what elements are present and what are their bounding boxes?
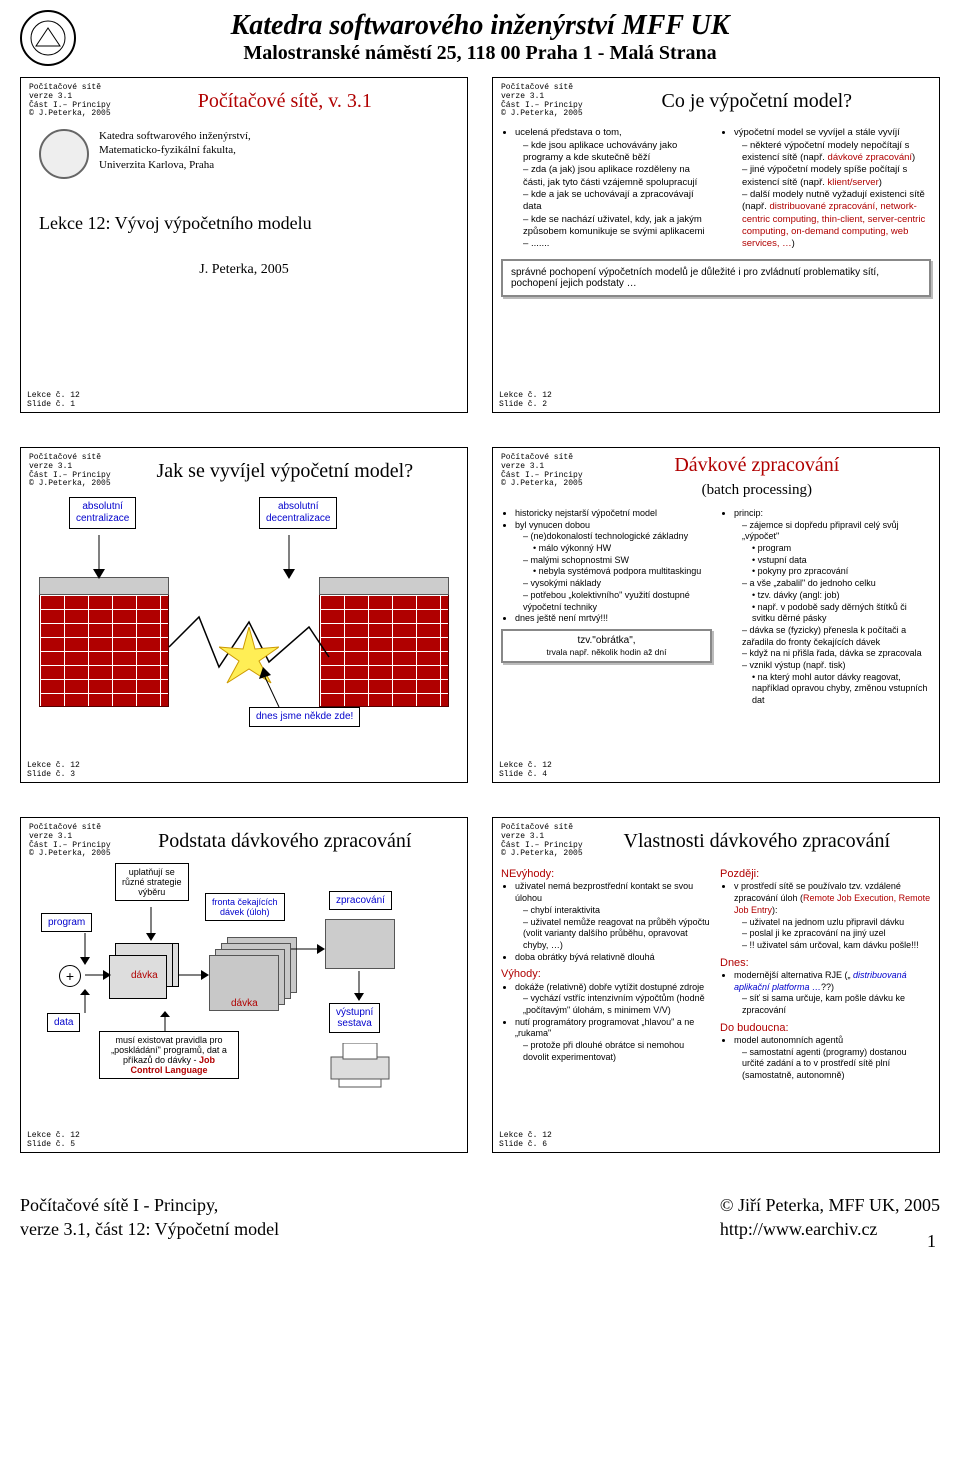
slide-5-footer: Lekce č. 12 Slide č. 5 xyxy=(27,1132,80,1150)
header-subtitle: Malostranské náměstí 25, 118 00 Praha 1 … xyxy=(20,42,940,65)
arrow-icon xyxy=(145,907,157,941)
queue-box: fronta čekajících dávek (úloh) xyxy=(205,893,285,921)
slide-2-callout: správné pochopení výpočetních modelů je … xyxy=(501,259,931,297)
output-box: výstupní sestava xyxy=(329,1003,380,1033)
slide-1-footer: Lekce č. 12 Slide č. 1 xyxy=(27,392,80,410)
footer-right-2: http://www.earchiv.cz xyxy=(720,1217,940,1241)
slide-5-title: Podstata dávkového zpracování xyxy=(111,824,459,853)
arrow-icon xyxy=(353,971,365,1001)
slide-5: Počítačové sítě verze 3.1 Část I.– Princ… xyxy=(20,817,468,1153)
footer-right-1: © Jiří Peterka, MFF UK, 2005 xyxy=(720,1193,940,1217)
arrow-down-icon xyxy=(89,535,109,579)
slide-6: Počítačové sítě verze 3.1 Část I.– Princ… xyxy=(492,817,940,1153)
slide-6-left: NEvýhody: uživatel nemá bezprostřední ko… xyxy=(501,867,712,1082)
jcl-box: musí existovat pravidla pro „poskládání"… xyxy=(99,1031,239,1079)
program-box: program xyxy=(41,913,92,932)
arrow-icon xyxy=(159,1011,171,1031)
university-seal-icon xyxy=(20,10,76,66)
slide-meta: Počítačové sítě verze 3.1 Část I.– Princ… xyxy=(29,454,111,489)
page-footer: Počítačové sítě I - Principy, verze 3.1,… xyxy=(20,1193,940,1242)
arrow-icon xyxy=(79,989,91,1013)
data-box: data xyxy=(47,1013,80,1032)
label-now: dnes jsme někde zde! xyxy=(249,707,360,727)
printer-icon xyxy=(325,1043,395,1089)
slide-meta: Počítačové sítě verze 3.1 Část I.– Princ… xyxy=(501,824,583,859)
arrow-down-icon xyxy=(279,535,299,579)
slide-4-footer: Lekce č. 12 Slide č. 4 xyxy=(499,762,552,780)
slide-2-left: ucelená představa o tom, kde jsou aplika… xyxy=(501,127,712,250)
institution: Katedra softwarového inženýrství, Matema… xyxy=(99,129,251,172)
slide-6-right: Později: v prostředí sítě se používalo t… xyxy=(720,867,931,1082)
author: J. Peterka, 2005 xyxy=(39,262,449,278)
page-header: Katedra softwarového inženýrství MFF UK … xyxy=(20,10,940,65)
slide-meta: Počítačové sítě verze 3.1 Část I.– Princ… xyxy=(29,824,111,859)
label-decentralization: absolutní decentralizace xyxy=(259,497,337,529)
computer-icon xyxy=(325,919,395,969)
slide-meta: Počítačové sítě verze 3.1 Část I.– Princ… xyxy=(29,84,111,119)
slide-3-footer: Lekce č. 12 Slide č. 3 xyxy=(27,762,80,780)
page: Katedra softwarového inženýrství MFF UK … xyxy=(0,0,960,1262)
strategy-box: uplatňují se různé strategie výběru xyxy=(115,863,189,901)
slide-meta: Počítačové sítě verze 3.1 Část I.– Princ… xyxy=(501,84,583,119)
slide-4-left: historicky nejstarší výpočetní model byl… xyxy=(501,508,712,707)
slide-1-title: Počítačové sítě, v. 3.1 xyxy=(111,84,459,113)
slide-4: Počítačové sítě verze 3.1 Část I.– Princ… xyxy=(492,447,940,783)
slide-2: Počítačové sítě verze 3.1 Část I.– Princ… xyxy=(492,77,940,413)
slide-2-footer: Lekce č. 12 Slide č. 2 xyxy=(499,392,552,410)
turnaround-box: tzv."obrátka", trvala např. několik hodi… xyxy=(501,629,712,663)
processing-box: zpracování xyxy=(329,891,392,910)
batch-label-2: dávka xyxy=(225,995,264,1012)
batch-label-1: dávka xyxy=(125,967,164,984)
footer-left-2: verze 3.1, část 12: Výpočetní model xyxy=(20,1217,279,1241)
slide-2-right: výpočetní model se vyvíjel a stále vyvíj… xyxy=(720,127,931,250)
brick-wall-left-icon xyxy=(39,577,169,707)
slide-meta: Počítačové sítě verze 3.1 Část I.– Princ… xyxy=(501,454,583,489)
arrow-icon xyxy=(85,969,111,981)
label-centralization: absolutní centralizace xyxy=(69,497,136,529)
slide-4-right: princip: zájemce si dopředu připravil ce… xyxy=(720,508,931,707)
arrow-icon xyxy=(179,969,209,981)
slide-6-title: Vlastnosti dávkového zpracování xyxy=(583,824,931,853)
slide-3-diagram: absolutní centralizace absolutní decentr… xyxy=(29,497,459,757)
slide-1-body: Katedra softwarového inženýrství, Matema… xyxy=(29,119,459,278)
slide-3-title: Jak se vyvíjel výpočetní model? xyxy=(111,454,459,483)
page-number: 1 xyxy=(927,1231,936,1252)
header-title: Katedra softwarového inženýrství MFF UK xyxy=(20,10,940,42)
arrow-icon xyxy=(291,943,325,955)
slides-grid: Počítačové sítě verze 3.1 Část I.– Princ… xyxy=(20,77,940,1153)
arrow-icon xyxy=(79,933,91,965)
plus-icon: + xyxy=(59,965,81,987)
footer-left-1: Počítačové sítě I - Principy, xyxy=(20,1193,279,1217)
faculty-seal-icon xyxy=(39,129,89,179)
arrow-up-icon xyxy=(259,667,289,707)
slide-2-title: Co je výpočetní model? xyxy=(583,84,931,113)
slide-4-title: Dávkové zpracování (batch processing) xyxy=(583,454,931,500)
slide-1: Počítačové sítě verze 3.1 Část I.– Princ… xyxy=(20,77,468,413)
slide-3: Počítačové sítě verze 3.1 Část I.– Princ… xyxy=(20,447,468,783)
lecture-title: Lekce 12: Vývoj výpočetního modelu xyxy=(39,213,449,234)
slide-6-footer: Lekce č. 12 Slide č. 6 xyxy=(499,1132,552,1150)
slide-5-diagram: program data + uplatňují se různé strate… xyxy=(29,863,459,1123)
